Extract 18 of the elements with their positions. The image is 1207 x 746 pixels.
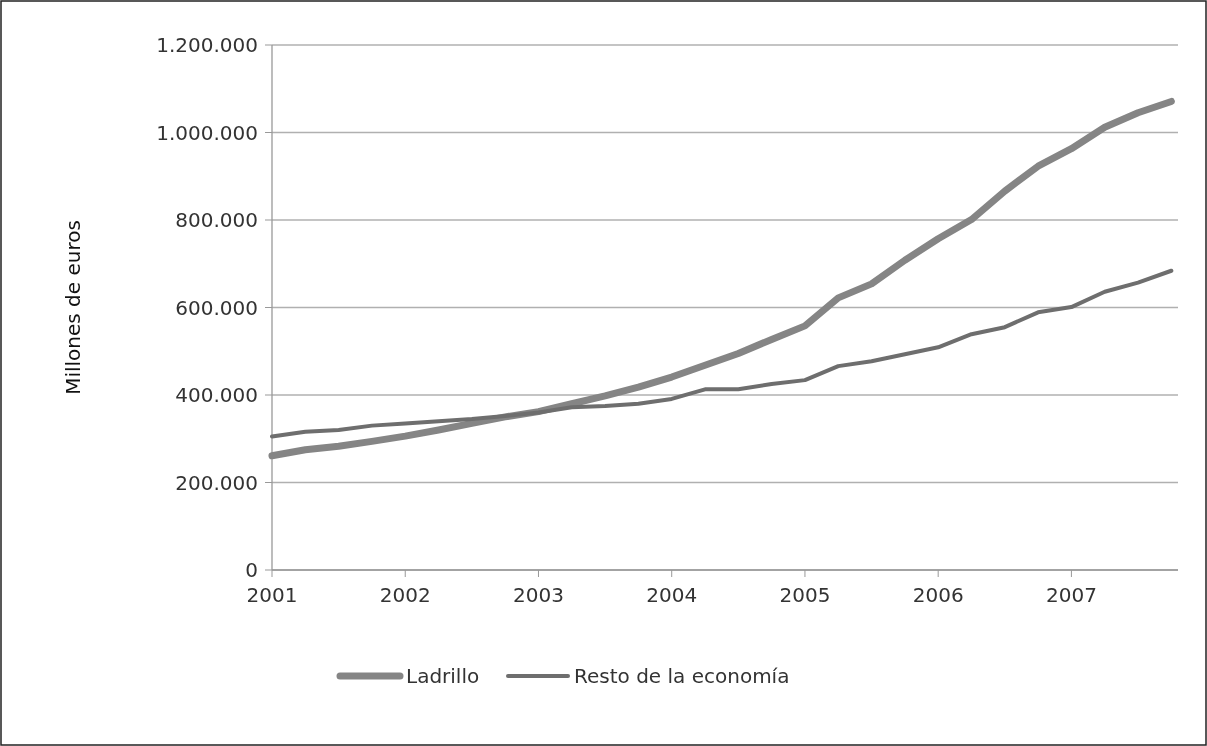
y-tick-label: 1.200.000 — [156, 33, 258, 57]
x-tick-label: 2005 — [779, 583, 831, 607]
y-tick-label: 200.000 — [175, 470, 258, 495]
x-tick-label: 2007 — [1045, 583, 1097, 607]
legend-label: Resto de la economía — [574, 664, 790, 688]
y-tick-label: 400.000 — [175, 383, 258, 407]
y-tick-label: 0 — [245, 558, 258, 582]
y-tick-label: 800.000 — [175, 208, 258, 232]
line-series — [270, 268, 1174, 439]
y-axis-title: Millones de euros — [61, 220, 85, 395]
x-tick-label: 2006 — [912, 583, 964, 607]
y-tick-label: 600.000 — [175, 295, 258, 320]
x-tick-label: 2001 — [246, 583, 298, 607]
x-tick-label: 2004 — [646, 583, 698, 607]
x-tick-label: 2003 — [513, 583, 564, 607]
legend-label: Ladrillo — [406, 664, 480, 688]
y-tick-label: 1.000.000 — [156, 120, 258, 145]
x-tick-label: 2002 — [379, 583, 431, 607]
